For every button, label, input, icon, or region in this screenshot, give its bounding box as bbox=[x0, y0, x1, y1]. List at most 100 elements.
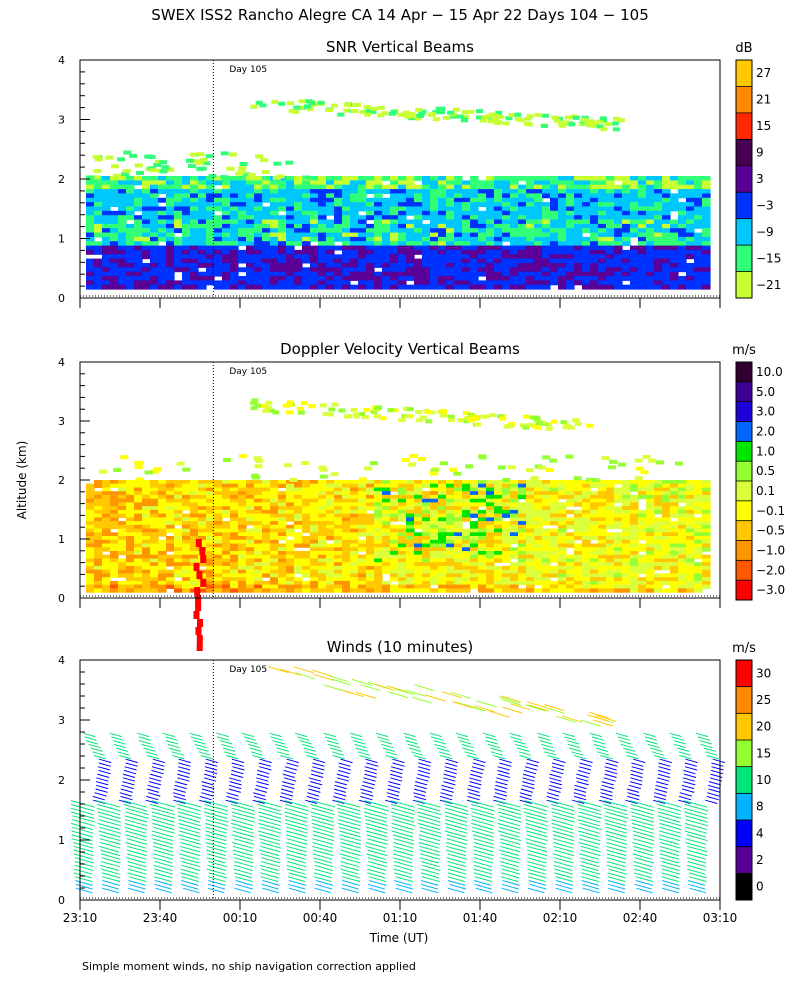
doppler-cell bbox=[350, 491, 359, 496]
doppler-cell bbox=[334, 480, 343, 485]
snr-cell bbox=[510, 254, 519, 260]
snr-cell bbox=[254, 245, 263, 251]
snr-cell bbox=[230, 276, 239, 281]
doppler-cell bbox=[686, 551, 695, 556]
snr-cell bbox=[318, 176, 327, 181]
doppler-cell bbox=[166, 487, 175, 492]
snr-cell bbox=[470, 197, 479, 203]
doppler-cell bbox=[182, 584, 191, 589]
snr-cell bbox=[214, 263, 223, 268]
doppler-cell bbox=[446, 517, 455, 522]
doppler-cell bbox=[86, 577, 95, 582]
snr-cell bbox=[278, 249, 287, 255]
doppler-cell bbox=[550, 483, 559, 488]
wind-barb bbox=[152, 758, 165, 764]
doppler-cell bbox=[702, 494, 711, 500]
doppler-cell bbox=[510, 588, 519, 593]
doppler-cell bbox=[230, 506, 239, 511]
doppler-cell bbox=[646, 491, 655, 496]
snr-cell bbox=[222, 228, 231, 234]
doppler-cell bbox=[622, 558, 631, 563]
wind-barb bbox=[193, 740, 206, 745]
snr-cell bbox=[590, 284, 599, 290]
doppler-cell bbox=[182, 517, 191, 522]
snr-cell bbox=[510, 180, 519, 186]
snr-cell bbox=[622, 223, 631, 229]
doppler-cell bbox=[638, 487, 647, 492]
doppler-cell bbox=[294, 502, 303, 507]
snr-cell bbox=[572, 115, 580, 120]
snr-cell bbox=[294, 215, 303, 221]
snr-cell bbox=[174, 284, 183, 290]
snr-cell bbox=[662, 228, 671, 234]
doppler-cell bbox=[214, 506, 223, 511]
snr-cell bbox=[542, 206, 551, 212]
snr-cell bbox=[222, 245, 231, 251]
doppler-cell bbox=[176, 461, 185, 466]
wind-barb bbox=[128, 876, 147, 883]
doppler-cell bbox=[694, 584, 703, 589]
snr-cell bbox=[590, 215, 599, 221]
doppler-cell bbox=[350, 483, 359, 488]
snr-cell bbox=[430, 193, 439, 199]
doppler-cell bbox=[454, 584, 463, 589]
snr-cell bbox=[454, 193, 463, 199]
snr-cell bbox=[238, 180, 247, 186]
snr-cell bbox=[262, 236, 271, 242]
snr-cell bbox=[638, 184, 647, 190]
doppler-cell bbox=[246, 551, 255, 556]
doppler-cell bbox=[446, 580, 455, 586]
wind-barb bbox=[120, 788, 133, 793]
snr-cell bbox=[166, 258, 175, 264]
snr-cell bbox=[222, 280, 231, 286]
doppler-cell bbox=[518, 580, 527, 586]
doppler-cell bbox=[286, 517, 295, 522]
doppler-cell bbox=[382, 584, 391, 589]
snr-cell bbox=[390, 193, 399, 199]
snr-cell bbox=[150, 210, 159, 216]
doppler-cell bbox=[494, 494, 503, 500]
doppler-cell bbox=[118, 569, 127, 574]
snr-cell bbox=[558, 202, 567, 207]
snr-cell bbox=[606, 189, 615, 194]
doppler-cell bbox=[246, 562, 255, 567]
snr-cell bbox=[478, 232, 487, 238]
snr-cell bbox=[278, 202, 287, 207]
wind-barb bbox=[148, 792, 161, 797]
colorbar-frame bbox=[735, 59, 753, 299]
wind-barb bbox=[180, 849, 201, 857]
snr-cell bbox=[382, 263, 391, 268]
snr-cell bbox=[406, 258, 415, 264]
snr-cell bbox=[670, 280, 679, 286]
doppler-cell bbox=[382, 494, 391, 500]
snr-cell bbox=[630, 232, 639, 238]
snr-cell bbox=[318, 193, 327, 199]
snr-cell bbox=[487, 119, 495, 124]
doppler-cell bbox=[230, 517, 239, 522]
doppler-cell bbox=[286, 580, 295, 586]
snr-cell bbox=[278, 245, 287, 251]
doppler-cell bbox=[414, 480, 423, 485]
doppler-cell bbox=[598, 498, 607, 503]
doppler-cell bbox=[558, 580, 567, 586]
doppler-cell bbox=[422, 551, 431, 556]
snr-cell bbox=[638, 258, 647, 264]
doppler-cell bbox=[166, 506, 175, 511]
wind-barb bbox=[127, 861, 147, 868]
snr-cell bbox=[190, 284, 199, 290]
doppler-cell bbox=[294, 487, 303, 492]
doppler-cell bbox=[526, 551, 535, 556]
snr-cell bbox=[702, 284, 711, 290]
doppler-cell bbox=[518, 558, 527, 563]
doppler-cell bbox=[670, 543, 679, 548]
snr-cell bbox=[406, 176, 415, 181]
snr-cell bbox=[158, 197, 167, 203]
doppler-cell bbox=[166, 513, 175, 518]
doppler-cell bbox=[166, 502, 175, 507]
doppler-cell bbox=[134, 551, 143, 556]
snr-cell bbox=[630, 202, 639, 207]
snr-cell bbox=[318, 228, 327, 234]
snr-cell bbox=[670, 184, 679, 190]
doppler-cell bbox=[126, 483, 135, 488]
doppler-cell bbox=[406, 543, 415, 548]
